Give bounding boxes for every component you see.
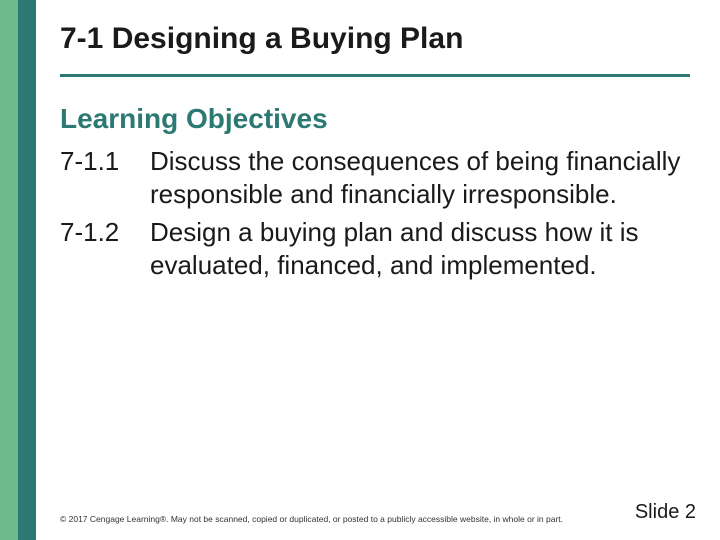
objective-text: Discuss the consequences of being financ… bbox=[150, 145, 690, 212]
footer: © 2017 Cengage Learning®. May not be sca… bbox=[60, 501, 696, 524]
objective-number: 7-1.2 bbox=[60, 216, 150, 283]
objective-item: 7-1.2 Design a buying plan and discuss h… bbox=[60, 216, 690, 283]
copyright-text: © 2017 Cengage Learning®. May not be sca… bbox=[60, 514, 563, 524]
slide-content: 7-1 Designing a Buying Plan Learning Obj… bbox=[60, 22, 690, 540]
objective-item: 7-1.1 Discuss the consequences of being … bbox=[60, 145, 690, 212]
slide-title: 7-1 Designing a Buying Plan bbox=[60, 22, 690, 56]
title-rule bbox=[60, 74, 690, 77]
objectives-list: 7-1.1 Discuss the consequences of being … bbox=[60, 145, 690, 282]
sidebar-stripe-light bbox=[0, 0, 18, 540]
left-sidebar bbox=[0, 0, 36, 540]
sidebar-stripe-dark bbox=[18, 0, 36, 540]
subheading: Learning Objectives bbox=[60, 103, 690, 135]
slide-number: Slide 2 bbox=[635, 501, 696, 524]
objective-number: 7-1.1 bbox=[60, 145, 150, 212]
objective-text: Design a buying plan and discuss how it … bbox=[150, 216, 690, 283]
